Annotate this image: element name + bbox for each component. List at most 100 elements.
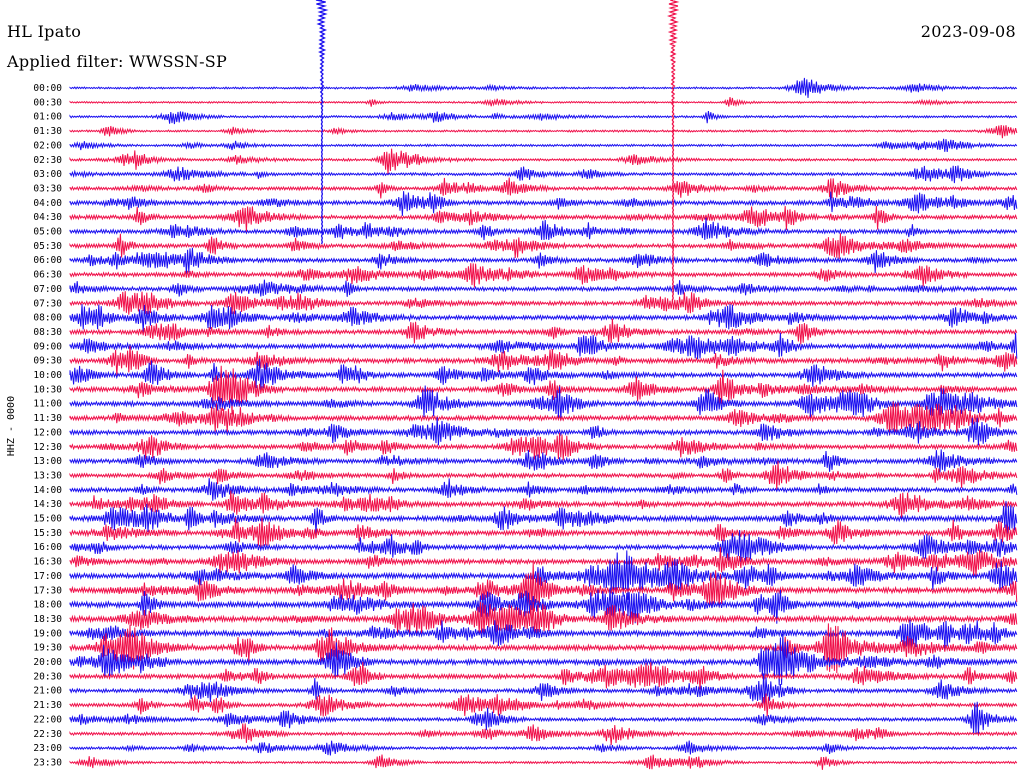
trace-row-1200 (69, 417, 1018, 446)
tick-label-0130: 01:30 (33, 126, 62, 137)
tick-label-0100: 01:00 (33, 112, 62, 123)
tick-label-0730: 07:30 (33, 298, 62, 309)
tick-label-1400: 14:00 (33, 485, 62, 496)
trace-row-0330 (69, 177, 1018, 199)
tick-label-0930: 09:30 (33, 356, 62, 367)
date-label: 2023-09-08 (920, 22, 1016, 41)
trace-row-0100 (69, 111, 1018, 125)
tick-label-0400: 04:00 (33, 198, 62, 209)
trace-row-1100 (69, 385, 1018, 421)
tick-label-0500: 05:00 (33, 227, 62, 238)
tick-label-1500: 15:00 (33, 514, 62, 525)
tick-label-2200: 22:00 (33, 714, 62, 725)
event-spike-blue (315, 0, 329, 245)
trace-row-1830 (69, 601, 1018, 636)
tick-label-0700: 07:00 (33, 284, 62, 295)
trace-row-1730 (69, 562, 1018, 612)
trace-row-0630 (69, 263, 1018, 288)
trace-row-2000 (69, 633, 1018, 686)
trace-row-1600 (69, 530, 1018, 565)
tick-label-1300: 13:00 (33, 456, 62, 467)
tick-label-2230: 22:30 (33, 729, 62, 740)
tick-label-1830: 18:30 (33, 614, 62, 625)
trace-row-2130 (69, 693, 1018, 717)
trace-row-0430 (69, 205, 1018, 232)
tick-label-2130: 21:30 (33, 700, 62, 711)
traces-group (69, 0, 1018, 770)
trace-row-1800 (69, 588, 1018, 624)
trace-row-1400 (69, 478, 1018, 501)
tick-label-1430: 14:30 (33, 499, 62, 510)
tick-label-1700: 17:00 (33, 571, 62, 582)
trace-row-0930 (69, 345, 1018, 376)
tick-label-1100: 11:00 (33, 399, 62, 410)
trace-row-1700 (69, 550, 1018, 600)
trace-row-1300 (69, 449, 1018, 473)
trace-row-0400 (69, 191, 1018, 216)
trace-row-0700 (69, 279, 1018, 297)
trace-row-1230 (69, 432, 1018, 461)
trace-row-0130 (69, 124, 1018, 139)
tick-label-0900: 09:00 (33, 341, 62, 352)
tick-label-2330: 23:30 (33, 757, 62, 768)
tick-label-0830: 08:30 (33, 327, 62, 338)
tick-label-1730: 17:30 (33, 585, 62, 596)
tick-label-0600: 06:00 (33, 255, 62, 266)
tick-label-0800: 08:00 (33, 313, 62, 324)
trace-row-2200 (69, 701, 1018, 735)
tick-label-1000: 10:00 (33, 370, 62, 381)
trace-row-1500 (69, 501, 1018, 541)
trace-row-1900 (69, 619, 1018, 653)
tick-label-0200: 02:00 (33, 140, 62, 151)
trace-row-0830 (69, 318, 1018, 345)
tick-label-1030: 10:30 (33, 384, 62, 395)
tick-label-0230: 02:30 (33, 155, 62, 166)
trace-row-1030 (69, 365, 1018, 415)
trace-row-0800 (69, 304, 1018, 333)
trace-row-1330 (69, 460, 1018, 490)
tick-label-1630: 16:30 (33, 557, 62, 568)
trace-row-0530 (69, 233, 1018, 259)
tick-label-2100: 21:00 (33, 686, 62, 697)
tick-label-0630: 06:30 (33, 270, 62, 281)
trace-row-1530 (69, 517, 1018, 549)
station-title: HL Ipato (7, 22, 82, 41)
channel-label: HHZ - 0000 (6, 396, 17, 456)
trace-row-2230 (69, 723, 1018, 746)
trace-row-1130 (69, 401, 1018, 437)
tick-label-0330: 03:30 (33, 183, 62, 194)
trace-row-0900 (69, 332, 1018, 360)
trace-row-0600 (69, 247, 1018, 274)
trace-row-0000 (69, 77, 1018, 98)
tick-label-2300: 23:00 (33, 743, 62, 754)
tick-label-1900: 19:00 (33, 628, 62, 639)
trace-row-2330 (69, 754, 1018, 770)
filter-label: Applied filter: WWSSN-SP (7, 52, 228, 71)
tick-label-0300: 03:00 (33, 169, 62, 180)
trace-row-1630 (69, 546, 1018, 577)
tick-label-1800: 18:00 (33, 600, 62, 611)
trace-row-2030 (69, 661, 1018, 690)
tick-label-1530: 15:30 (33, 528, 62, 539)
trace-row-0230 (69, 148, 1018, 175)
trace-row-0300 (69, 165, 1018, 184)
tick-label-1200: 12:00 (33, 427, 62, 438)
trace-row-0730 (69, 291, 1018, 315)
trace-row-0500 (69, 217, 1018, 241)
trace-row-0200 (69, 138, 1018, 152)
tick-label-1130: 11:30 (33, 413, 62, 424)
tick-label-1330: 13:30 (33, 470, 62, 481)
tick-label-0030: 00:30 (33, 97, 62, 108)
trace-row-0030 (69, 97, 1018, 108)
event-spike-red (667, 0, 680, 301)
tick-label-2000: 20:00 (33, 657, 62, 668)
trace-row-1930 (69, 623, 1018, 674)
tick-label-0530: 05:30 (33, 241, 62, 252)
tick-label-1600: 16:00 (33, 542, 62, 553)
trace-row-2100 (69, 673, 1018, 705)
tick-label-0000: 00:00 (33, 83, 62, 94)
tick-label-1230: 12:30 (33, 442, 62, 453)
time-tick-labels: 00:00 00:30 01:00 01:30 02:00 02:30 03:00 03:30… (33, 83, 62, 768)
tick-label-2030: 20:30 (33, 671, 62, 682)
